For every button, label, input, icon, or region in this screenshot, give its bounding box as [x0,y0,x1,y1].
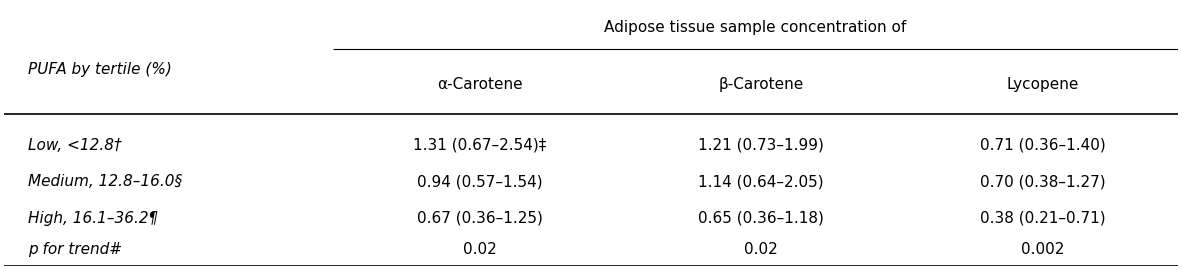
Text: High, 16.1–36.2¶: High, 16.1–36.2¶ [27,211,158,226]
Text: Adipose tissue sample concentration of: Adipose tissue sample concentration of [604,20,907,35]
Text: PUFA by tertile (%): PUFA by tertile (%) [27,62,171,77]
Text: 0.94 (0.57–1.54): 0.94 (0.57–1.54) [417,174,543,189]
Text: Medium, 12.8–16.0§: Medium, 12.8–16.0§ [27,174,182,189]
Text: 0.002: 0.002 [1021,242,1065,257]
Text: 1.31 (0.67–2.54)‡: 1.31 (0.67–2.54)‡ [413,138,546,153]
Text: 0.71 (0.36–1.40): 0.71 (0.36–1.40) [980,138,1105,153]
Text: p for trend#: p for trend# [27,242,122,257]
Text: α-Carotene: α-Carotene [436,77,522,92]
Text: 0.02: 0.02 [745,242,778,257]
Text: β-Carotene: β-Carotene [719,77,804,92]
Text: Low, <12.8†: Low, <12.8† [27,138,122,153]
Text: 0.65 (0.36–1.18): 0.65 (0.36–1.18) [699,211,824,226]
Text: Lycopene: Lycopene [1007,77,1079,92]
Text: 0.02: 0.02 [462,242,496,257]
Text: 0.38 (0.21–0.71): 0.38 (0.21–0.71) [980,211,1105,226]
Text: 0.70 (0.38–1.27): 0.70 (0.38–1.27) [980,174,1105,189]
Text: 1.14 (0.64–2.05): 1.14 (0.64–2.05) [699,174,824,189]
Text: 0.67 (0.36–1.25): 0.67 (0.36–1.25) [416,211,543,226]
Text: 1.21 (0.73–1.99): 1.21 (0.73–1.99) [699,138,824,153]
